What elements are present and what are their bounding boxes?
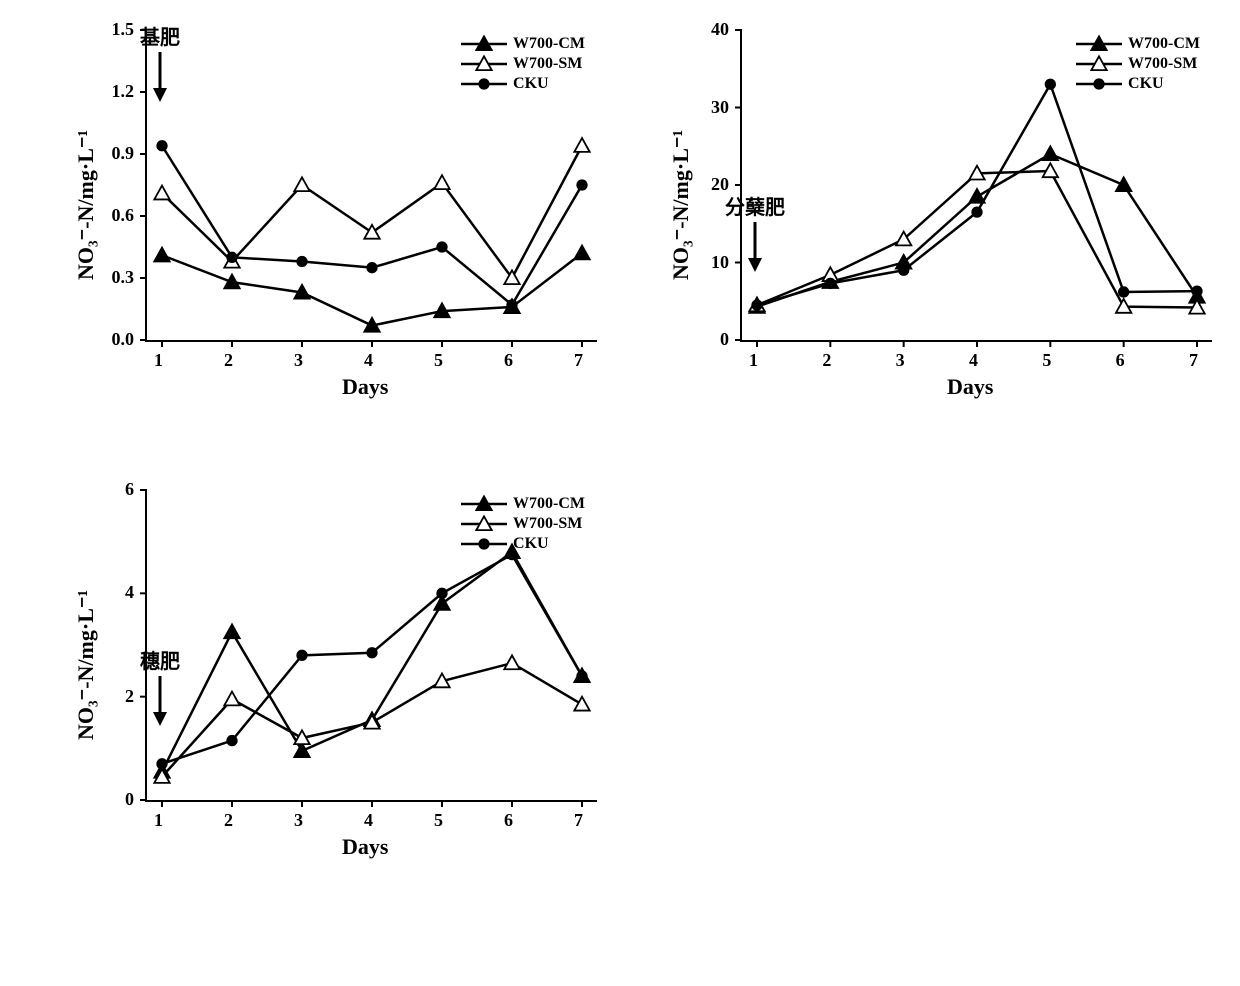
y-tick-label: 1.5	[112, 19, 135, 40]
y-tick-label: 0	[720, 329, 729, 350]
y-tick-label: 1.2	[112, 81, 135, 102]
legend-label: CKU	[1128, 75, 1164, 93]
y-axis-label: NO₃⁻-N/mg·L⁻¹	[73, 590, 99, 740]
panel-c: NO₃⁻-N/mg·L⁻¹ Days 穗肥 W700-CMW700-SMCKU …	[30, 470, 620, 890]
legend-item: CKU	[1074, 74, 1200, 94]
y-tick-label: 40	[711, 19, 729, 40]
x-axis-label: Days	[342, 374, 388, 400]
legend: W700-CM W700-SM CKU	[459, 494, 585, 554]
legend-item: W700-CM	[1074, 34, 1200, 54]
x-tick-label: 6	[504, 350, 513, 371]
legend: W700-CM W700-SM CKU	[459, 34, 585, 94]
panel-b: NO₃⁻-N/mg·L⁻¹ Days 分蘖肥 W700-CMW700-SMCKU…	[640, 10, 1230, 430]
x-tick-label: 3	[294, 810, 303, 831]
y-tick-label: 0.3	[112, 267, 135, 288]
x-tick-label: 2	[224, 810, 233, 831]
y-tick-label: 10	[711, 252, 729, 273]
y-tick-label: 30	[711, 97, 729, 118]
x-tick-label: 5	[434, 810, 443, 831]
legend-item: CKU	[459, 74, 585, 94]
x-tick-label: 7	[574, 350, 583, 371]
x-tick-label: 3	[294, 350, 303, 371]
x-axis-label: Days	[342, 834, 388, 860]
legend-item: W700-CM	[459, 34, 585, 54]
x-tick-label: 5	[434, 350, 443, 371]
page: NO₃⁻-N/mg·L⁻¹ Days 基肥 W700-CMW700-SMCKU …	[0, 0, 1240, 986]
legend-label: W700-CM	[1128, 35, 1200, 53]
x-tick-label: 6	[504, 810, 513, 831]
x-tick-label: 4	[969, 350, 978, 371]
x-tick-label: 3	[896, 350, 905, 371]
legend-label: W700-SM	[1128, 55, 1197, 73]
y-tick-label: 0	[125, 789, 134, 810]
x-tick-label: 7	[1189, 350, 1198, 371]
x-axis-label: Days	[947, 374, 993, 400]
x-tick-label: 6	[1116, 350, 1125, 371]
x-tick-label: 2	[224, 350, 233, 371]
y-axis-label: NO₃⁻-N/mg·L⁻¹	[73, 130, 99, 280]
legend-label: W700-CM	[513, 35, 585, 53]
legend-label: W700-SM	[513, 515, 582, 533]
y-tick-label: 6	[125, 479, 134, 500]
legend-item: W700-CM	[459, 494, 585, 514]
y-tick-label: 4	[125, 582, 134, 603]
legend-label: W700-SM	[513, 55, 582, 73]
legend-item: W700-SM	[459, 514, 585, 534]
y-tick-label: 0.6	[112, 205, 135, 226]
x-tick-label: 4	[364, 350, 373, 371]
legend-label: W700-CM	[513, 495, 585, 513]
x-tick-label: 1	[154, 810, 163, 831]
legend: W700-CM W700-SM CKU	[1074, 34, 1200, 94]
x-tick-label: 4	[364, 810, 373, 831]
legend-item: W700-SM	[1074, 54, 1200, 74]
y-tick-label: 0.0	[112, 329, 135, 350]
panel-a: NO₃⁻-N/mg·L⁻¹ Days 基肥 W700-CMW700-SMCKU …	[30, 10, 620, 430]
legend-label: CKU	[513, 75, 549, 93]
y-axis-label: NO₃⁻-N/mg·L⁻¹	[668, 130, 694, 280]
legend-item: CKU	[459, 534, 585, 554]
y-tick-label: 20	[711, 174, 729, 195]
x-tick-label: 1	[154, 350, 163, 371]
x-tick-label: 7	[574, 810, 583, 831]
x-tick-label: 5	[1042, 350, 1051, 371]
legend-label: CKU	[513, 535, 549, 553]
x-tick-label: 2	[822, 350, 831, 371]
y-tick-label: 2	[125, 686, 134, 707]
legend-item: W700-SM	[459, 54, 585, 74]
x-tick-label: 1	[749, 350, 758, 371]
y-tick-label: 0.9	[112, 143, 135, 164]
